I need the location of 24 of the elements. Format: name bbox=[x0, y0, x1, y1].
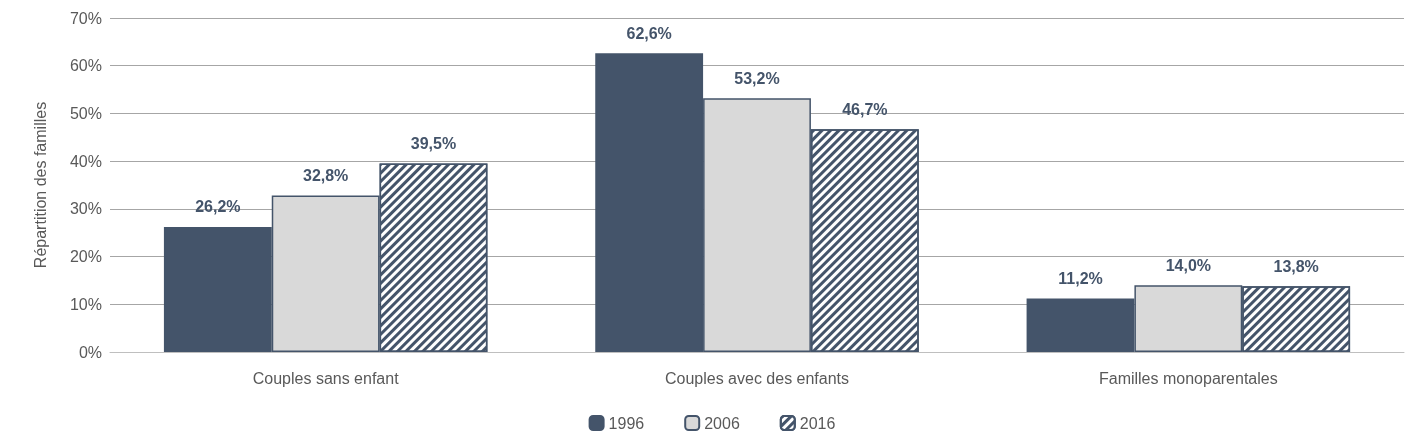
y-tick-label: 50% bbox=[69, 104, 102, 122]
y-tick-label: 20% bbox=[69, 248, 102, 266]
data-label: 53,2% bbox=[734, 69, 780, 87]
data-label: 46,7% bbox=[842, 100, 888, 118]
y-tick-label: 0% bbox=[78, 343, 102, 361]
data-label: 14,0% bbox=[1165, 256, 1212, 274]
legend-label: 1996 bbox=[608, 414, 645, 432]
y-tick-label: 40% bbox=[69, 152, 102, 170]
y-tick-label: 10% bbox=[69, 295, 102, 313]
x-tick-label: Familles monoparentales bbox=[1098, 369, 1278, 387]
x-tick-label: Couples avec des enfants bbox=[664, 369, 850, 387]
data-label: 32,8% bbox=[302, 167, 349, 184]
y-tick-label: 60% bbox=[69, 57, 102, 75]
y-tick-label: 30% bbox=[69, 200, 102, 218]
data-label: 39,5% bbox=[410, 135, 457, 153]
y-axis-title: Répartition des familles bbox=[31, 101, 49, 269]
data-label: 11,2% bbox=[1058, 270, 1103, 288]
data-label: 62,6% bbox=[626, 24, 672, 42]
x-tick-label: Couples sans enfant bbox=[252, 369, 400, 387]
data-label: 13,8% bbox=[1273, 257, 1319, 275]
legend-label: 2016 bbox=[799, 414, 836, 432]
data-label: 26,2% bbox=[195, 198, 241, 216]
y-tick-label: 70% bbox=[69, 9, 102, 27]
legend-label: 2006 bbox=[704, 414, 740, 432]
